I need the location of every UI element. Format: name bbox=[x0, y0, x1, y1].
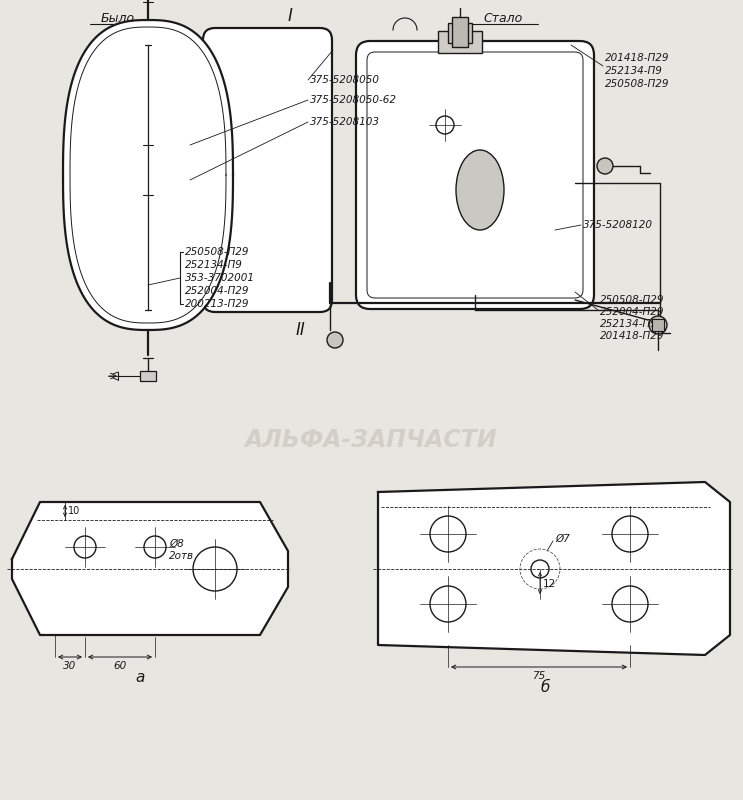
Text: Ø8: Ø8 bbox=[169, 539, 184, 549]
Text: 252004-П29: 252004-П29 bbox=[600, 307, 664, 317]
Text: 252134-П9: 252134-П9 bbox=[185, 260, 243, 270]
Text: 252134-П9: 252134-П9 bbox=[600, 319, 658, 329]
Bar bbox=[652, 319, 664, 331]
Text: 2отв: 2отв bbox=[169, 551, 194, 561]
Polygon shape bbox=[63, 20, 233, 330]
Text: II: II bbox=[295, 321, 305, 339]
Text: I: I bbox=[288, 7, 293, 25]
Text: 30: 30 bbox=[63, 661, 77, 671]
Circle shape bbox=[597, 158, 613, 174]
FancyBboxPatch shape bbox=[356, 41, 594, 309]
Polygon shape bbox=[12, 502, 288, 635]
Text: 375-5208050: 375-5208050 bbox=[310, 75, 380, 85]
Text: 201418-П29: 201418-П29 bbox=[605, 53, 669, 63]
Text: 375-5208120: 375-5208120 bbox=[583, 220, 653, 230]
Text: 250508-П29: 250508-П29 bbox=[605, 79, 669, 89]
FancyBboxPatch shape bbox=[203, 28, 332, 312]
Text: 10: 10 bbox=[68, 506, 80, 516]
Text: 250508-П29: 250508-П29 bbox=[185, 247, 250, 257]
Polygon shape bbox=[378, 482, 730, 655]
Text: 250508-П29: 250508-П29 bbox=[600, 295, 664, 305]
Circle shape bbox=[327, 332, 343, 348]
Circle shape bbox=[649, 316, 667, 334]
Text: 353-3702001: 353-3702001 bbox=[185, 273, 255, 283]
Bar bbox=[452, 17, 468, 47]
Text: 252004-П29: 252004-П29 bbox=[185, 286, 250, 296]
Text: а: а bbox=[135, 670, 145, 685]
Bar bbox=[140, 371, 156, 381]
Bar bbox=[438, 31, 482, 53]
Text: 201418-П29: 201418-П29 bbox=[600, 331, 664, 341]
Text: 75: 75 bbox=[533, 671, 545, 681]
Bar bbox=[448, 23, 472, 43]
Text: 252134-П9: 252134-П9 bbox=[605, 66, 663, 76]
Text: Стало: Стало bbox=[484, 11, 522, 25]
Ellipse shape bbox=[456, 150, 504, 230]
Text: 12: 12 bbox=[543, 579, 557, 589]
Text: Ø7: Ø7 bbox=[555, 534, 570, 544]
Text: 375-5208050-62: 375-5208050-62 bbox=[310, 95, 397, 105]
Text: Было: Было bbox=[101, 11, 135, 25]
Text: 60: 60 bbox=[114, 661, 126, 671]
Text: 200213-П29: 200213-П29 bbox=[185, 299, 250, 309]
Text: 375-5208103: 375-5208103 bbox=[310, 117, 380, 127]
Text: АЛЬФА-ЗАПЧАСТИ: АЛЬФА-ЗАПЧАСТИ bbox=[244, 428, 497, 452]
Text: б: б bbox=[540, 679, 550, 694]
